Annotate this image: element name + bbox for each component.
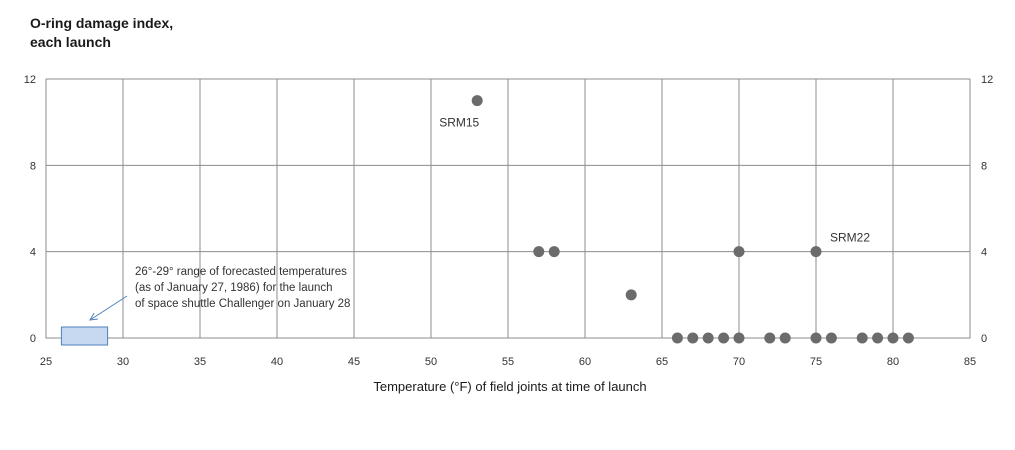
data-point (533, 246, 545, 258)
data-point (810, 332, 822, 344)
y-tick-label-right: 4 (981, 247, 987, 259)
chart-title-line-2: each launch (30, 34, 111, 50)
y-tick-label-right: 0 (981, 333, 987, 345)
data-point (718, 332, 730, 344)
data-point (471, 95, 483, 107)
x-tick-label: 35 (194, 356, 206, 368)
x-tick-label: 55 (502, 356, 514, 368)
data-points (471, 95, 914, 344)
forecast-range: 26°-29° range of forecasted temperatures… (60, 266, 350, 346)
data-point (764, 332, 776, 344)
point-label: SRM22 (830, 231, 870, 245)
axis-ticks: 25 30 35 40 45 50 55 60 65 70 75 80 85 0 0 4 4 8 8 12 12 (24, 74, 994, 368)
x-tick-label: 25 (40, 356, 52, 368)
x-tick-label: 45 (348, 356, 360, 368)
data-point (872, 332, 884, 344)
x-tick-label: 50 (425, 356, 437, 368)
data-point (810, 246, 822, 258)
forecast-range-box (60, 326, 109, 346)
x-tick-label: 30 (117, 356, 129, 368)
y-tick-label-left: 12 (24, 74, 36, 86)
data-point (825, 332, 837, 344)
chart-title: O-ring damage index, each launch (30, 15, 173, 50)
x-tick-label: 70 (733, 356, 745, 368)
x-tick-label: 75 (810, 356, 822, 368)
forecast-note-line: of space shuttle Challenger on January 2… (135, 298, 350, 310)
y-tick-label-left: 0 (30, 333, 36, 345)
forecast-note-line: 26°-29° range of forecasted temperatures (135, 266, 347, 278)
x-axis-label: Temperature (°F) of field joints at time… (373, 379, 646, 394)
data-point (687, 332, 699, 344)
x-tick-label: 85 (964, 356, 976, 368)
y-tick-label-left: 8 (30, 160, 36, 172)
data-point (887, 332, 899, 344)
y-tick-label-right: 12 (981, 74, 993, 86)
x-tick-label: 40 (271, 356, 283, 368)
x-tick-label: 80 (887, 356, 899, 368)
forecast-note-line: (as of January 27, 1986) for the launch (135, 282, 333, 294)
x-tick-label: 60 (579, 356, 591, 368)
data-point (625, 289, 637, 301)
data-point (902, 332, 914, 344)
data-point (856, 332, 868, 344)
data-point (733, 332, 745, 344)
data-point (548, 246, 560, 258)
forecast-arrow-head (89, 312, 98, 321)
data-point (702, 332, 714, 344)
y-tick-label-right: 8 (981, 160, 987, 172)
x-tick-label: 65 (656, 356, 668, 368)
point-labels: SRM15 SRM22 (439, 116, 870, 245)
chart-title-line-1: O-ring damage index, (30, 15, 173, 31)
y-tick-label-left: 4 (30, 247, 36, 259)
data-point (671, 332, 683, 344)
point-label: SRM15 (439, 116, 479, 130)
data-point (779, 332, 791, 344)
data-point (733, 246, 745, 258)
forecast-arrow-line (89, 295, 128, 321)
